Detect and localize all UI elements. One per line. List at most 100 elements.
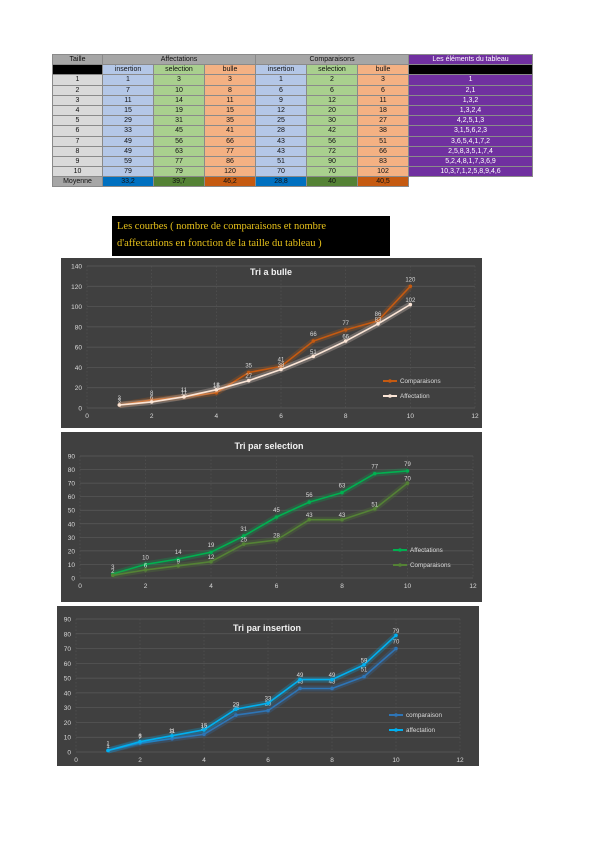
legend-marker bbox=[388, 379, 392, 383]
data-point bbox=[311, 354, 316, 359]
aff-selection-cell: 14 bbox=[153, 94, 205, 106]
note-line-2: d'affectations en fonction de la taille … bbox=[117, 238, 322, 249]
x-tick-label: 10 bbox=[404, 583, 412, 590]
chart-svg: 0 10 20 30 40 50 60 70 80 90 0 2 4 6 8 10 12 Tri par sele… bbox=[68, 441, 477, 590]
data-point bbox=[311, 339, 316, 343]
size-cell: 9 bbox=[52, 155, 103, 168]
avg-aff-insertion: 33,2 bbox=[102, 176, 154, 188]
aff-selection-cell: 63 bbox=[153, 145, 205, 157]
cmp-selection-cell: 90 bbox=[306, 155, 358, 168]
elements-cell: 2,1 bbox=[408, 84, 534, 96]
x-tick-label: 6 bbox=[266, 757, 270, 764]
y-tick-label: 10 bbox=[68, 562, 76, 569]
data-label: 7 bbox=[138, 735, 142, 741]
aff-insertion-cell: 59 bbox=[102, 155, 154, 168]
y-tick-label: 40 bbox=[75, 365, 83, 372]
data-label: 31 bbox=[240, 527, 247, 533]
aff-insertion-header: insertion bbox=[102, 64, 154, 76]
cmp-bubble-cell: 66 bbox=[356, 145, 410, 157]
cmp-bubble-header: bulle bbox=[356, 64, 410, 76]
selection-sort-chart: 0 10 20 30 40 50 60 70 80 90 0 2 4 6 8 10 12 Tri par sele… bbox=[61, 432, 482, 602]
data-point bbox=[362, 663, 366, 667]
data-label: 51 bbox=[310, 350, 317, 356]
legend-marker bbox=[394, 713, 398, 717]
elements-header-blank bbox=[408, 64, 534, 76]
table-row: 10 79 79 120 70 70 102 10,3,7,1,2,5,8,9,4,6 bbox=[52, 166, 534, 178]
data-point bbox=[110, 573, 115, 578]
y-tick-label: 20 bbox=[64, 720, 72, 727]
aff-insertion-cell: 33 bbox=[102, 125, 154, 137]
data-point bbox=[376, 318, 380, 323]
y-tick-label: 10 bbox=[64, 735, 72, 742]
table-row: 6 33 45 41 28 42 38 3,1,5,6,2,3 bbox=[52, 125, 534, 137]
aff-selection-cell: 3 bbox=[153, 74, 205, 86]
data-point bbox=[241, 542, 246, 546]
data-point bbox=[405, 469, 410, 473]
series-glow bbox=[111, 467, 408, 577]
data-point bbox=[170, 733, 174, 738]
data-label: 10 bbox=[142, 555, 149, 561]
legend-label: Affectations bbox=[410, 547, 443, 554]
series-line bbox=[107, 647, 397, 752]
data-point bbox=[274, 515, 279, 519]
chart-svg: 0 10 20 30 40 50 60 70 80 90 0 2 4 6 8 10 12 Tri par inse… bbox=[64, 617, 464, 765]
chart-title: Tri par selection bbox=[234, 441, 303, 451]
y-tick-label: 0 bbox=[78, 406, 82, 413]
data-label: 77 bbox=[342, 321, 349, 327]
elements-cell: 1,3,2,4 bbox=[408, 104, 534, 117]
avg-aff-selection: 39,7 bbox=[153, 176, 205, 188]
cmp-insertion-cell: 9 bbox=[255, 94, 307, 106]
aff-bubble-cell: 77 bbox=[204, 145, 256, 157]
aff-bubble-cell: 15 bbox=[204, 104, 256, 117]
aff-insertion-cell: 11 bbox=[102, 94, 154, 106]
aff-insertion-cell: 1 bbox=[102, 74, 154, 86]
table-row: 4 15 19 15 12 20 18 1,3,2,4 bbox=[52, 104, 534, 117]
aff-insertion-cell: 49 bbox=[102, 135, 154, 147]
data-point bbox=[170, 736, 174, 741]
data-point bbox=[149, 400, 154, 404]
data-point bbox=[405, 481, 410, 485]
data-point bbox=[279, 364, 283, 369]
series-glow bbox=[107, 646, 398, 754]
y-tick-label: 100 bbox=[71, 304, 82, 311]
data-point bbox=[343, 328, 348, 332]
elements-cell: 2,5,8,3,5,1,7,4 bbox=[408, 145, 534, 157]
y-tick-label: 40 bbox=[64, 690, 72, 697]
x-tick-label: 12 bbox=[469, 583, 477, 590]
table-row: 3 11 14 11 9 12 11 1,3,2 bbox=[52, 94, 534, 106]
elements-header: Les éléments du tableau bbox=[408, 53, 534, 66]
data-point bbox=[279, 367, 283, 372]
data-label: 8 bbox=[150, 391, 154, 397]
y-tick-label: 80 bbox=[68, 467, 76, 474]
data-label: 45 bbox=[273, 508, 280, 514]
cmp-bubble-cell: 102 bbox=[356, 166, 410, 178]
y-tick-label: 70 bbox=[64, 646, 72, 653]
series-line bbox=[112, 470, 408, 575]
avg-cmp-bubble: 40,5 bbox=[356, 176, 410, 188]
y-tick-label: 0 bbox=[67, 750, 71, 757]
aff-insertion-cell: 29 bbox=[102, 115, 154, 127]
data-point bbox=[214, 387, 219, 392]
series-line bbox=[119, 285, 411, 406]
data-label: 25 bbox=[240, 538, 247, 544]
data-label: 1 bbox=[106, 742, 110, 748]
legend-marker bbox=[388, 394, 392, 398]
aff-insertion-cell: 79 bbox=[102, 166, 154, 178]
data-label: 11 bbox=[181, 390, 188, 396]
data-label: 79 bbox=[393, 629, 400, 635]
y-tick-label: 90 bbox=[64, 617, 72, 624]
data-label: 86 bbox=[375, 312, 382, 318]
aff-insertion-cell: 7 bbox=[102, 84, 154, 96]
header-row-1: Taille Affectations Comparaisons Les élé… bbox=[52, 53, 534, 66]
data-point bbox=[202, 728, 206, 732]
header-row-2: insertion selection bulle insertion sele… bbox=[52, 64, 534, 76]
size-cell: 8 bbox=[52, 145, 103, 157]
legend-label: Comparaisons bbox=[410, 562, 451, 569]
data-label: 1 bbox=[106, 744, 110, 750]
cmp-insertion-cell: 1 bbox=[255, 74, 307, 86]
x-tick-label: 12 bbox=[471, 413, 479, 420]
series-line bbox=[112, 482, 408, 577]
data-point bbox=[182, 395, 186, 399]
aff-selection-cell: 79 bbox=[153, 166, 205, 178]
data-point bbox=[372, 471, 377, 476]
